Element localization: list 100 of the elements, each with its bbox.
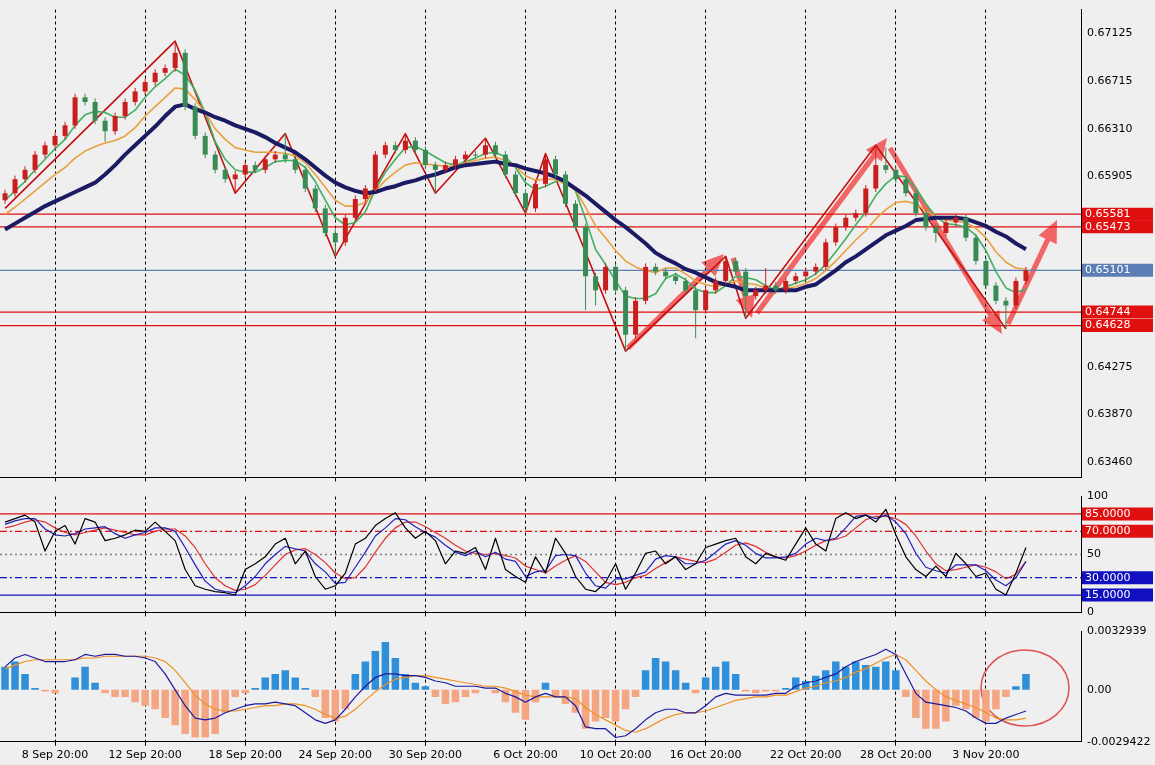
x-tick-label: 28 Oct 20:00 (859, 748, 932, 762)
bar (1012, 686, 1020, 690)
candlestick (232, 170, 238, 194)
bar (541, 682, 550, 690)
bar (872, 666, 880, 690)
bar (431, 689, 440, 697)
bar (1002, 689, 1010, 697)
candlestick (332, 228, 338, 257)
bar (912, 689, 920, 719)
bar (902, 689, 910, 697)
bar (681, 682, 690, 690)
bar (601, 689, 610, 719)
x-tick-label: 8 Sep 20:00 (21, 748, 89, 762)
candlestick (32, 150, 38, 174)
bar (131, 689, 139, 703)
y-tick-label: 0.00 (1087, 682, 1112, 696)
bar (952, 689, 960, 706)
bar (641, 670, 650, 690)
candlestick (963, 213, 969, 242)
candlestick (603, 262, 609, 295)
bar (942, 689, 950, 722)
candlestick (913, 189, 919, 218)
candlestick (723, 255, 729, 285)
x-tick-label: 18 Sep 20:00 (208, 748, 282, 762)
bar (982, 689, 990, 722)
candlestick (973, 233, 979, 266)
bar (1, 666, 9, 690)
bar (141, 689, 149, 706)
candlestick (833, 223, 839, 247)
candlestick (212, 150, 218, 174)
bar (281, 670, 290, 690)
candlestick (482, 137, 488, 159)
bar (181, 689, 189, 734)
bar (291, 677, 300, 690)
x-tick-label: 30 Sep 20:00 (388, 748, 463, 762)
candlestick (703, 286, 709, 315)
candlestick (933, 223, 939, 243)
candlestick (502, 150, 508, 179)
y-tick-label: 0.66715 (1087, 74, 1133, 88)
candlestick (923, 209, 929, 232)
y-tick-label: 50 (1087, 547, 1101, 561)
bar (972, 689, 980, 719)
bar (191, 689, 199, 738)
x-tick-label: 3 Nov 20:00 (952, 748, 1020, 762)
x-tick-label: 24 Sep 20:00 (298, 748, 373, 762)
bar (671, 670, 680, 690)
bar (882, 661, 890, 690)
candlestick (2, 189, 8, 205)
candlestick (693, 286, 699, 339)
y-tick-label: 0.66310 (1087, 121, 1133, 135)
bar (631, 689, 640, 697)
bar (441, 689, 450, 704)
bar (11, 661, 19, 690)
ref-line-label: 85.0000 (1085, 506, 1131, 520)
bar (151, 689, 159, 710)
candlestick (312, 184, 318, 213)
bar (842, 666, 850, 690)
bar (21, 673, 29, 690)
candlestick (883, 147, 889, 174)
ref-line-label: 15.0000 (1085, 587, 1131, 601)
bar (421, 686, 430, 690)
bar (311, 689, 320, 697)
candlestick (553, 155, 559, 179)
bar (1022, 673, 1030, 690)
ref-line-label: 0.65581 (1085, 207, 1131, 220)
candlestick (12, 175, 18, 198)
candlestick (573, 199, 579, 232)
bar (962, 689, 970, 710)
candlestick (112, 112, 118, 136)
y-tick-label: 100 (1087, 489, 1108, 503)
candlestick (432, 161, 438, 194)
candlestick (512, 170, 518, 198)
x-tick-label: 6 Oct 20:00 (493, 748, 558, 762)
bar (451, 689, 460, 703)
bar (892, 670, 900, 690)
candlestick (352, 195, 358, 222)
bar (461, 689, 470, 697)
bar (862, 665, 870, 690)
candlestick (402, 133, 408, 154)
x-tick-label: 22 Oct 20:00 (769, 748, 842, 762)
y-tick-label: -0.0029422 (1087, 734, 1151, 748)
candlestick (422, 145, 428, 170)
bar (661, 661, 670, 690)
bar (731, 673, 740, 690)
bar (201, 689, 209, 738)
bar (221, 689, 229, 713)
ref-line-label: 0.65101 (1085, 263, 1131, 277)
y-tick-label: 0.64275 (1087, 359, 1133, 373)
ref-line-label: 0.65473 (1085, 219, 1131, 233)
bar (71, 677, 79, 690)
y-tick-label: 0 (1087, 605, 1094, 619)
candlestick (202, 131, 208, 159)
ref-line-label: 70.0000 (1085, 524, 1131, 538)
bar (832, 661, 840, 690)
bar (721, 661, 730, 690)
bar (211, 689, 219, 734)
bar (651, 658, 660, 690)
candlestick (522, 189, 528, 214)
bar (711, 666, 720, 690)
candlestick (102, 116, 108, 143)
